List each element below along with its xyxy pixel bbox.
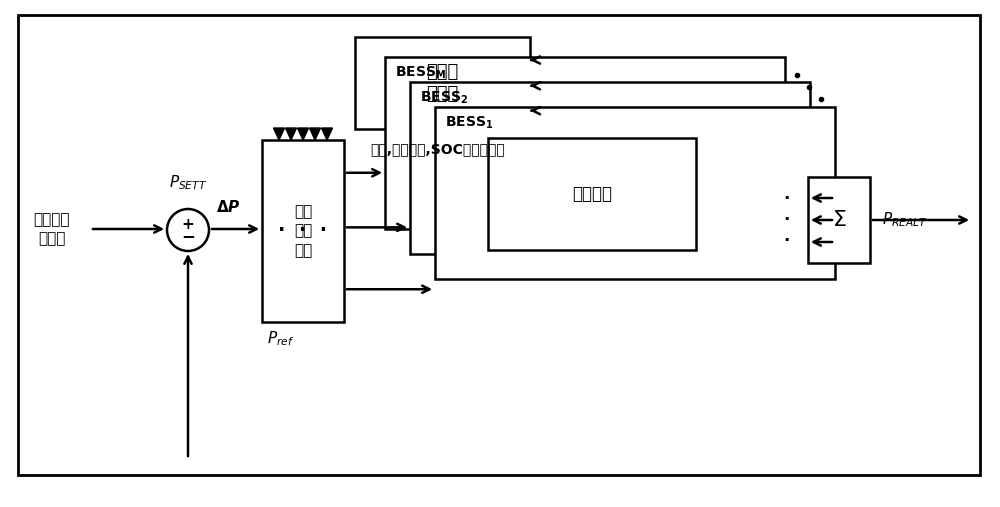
Text: $\mathbf{BESS_1}$: $\mathbf{BESS_1}$ [445, 115, 493, 131]
Bar [262, 140, 344, 322]
Polygon shape [310, 128, 321, 140]
Bar [410, 82, 810, 254]
Text: 电池机组: 电池机组 [572, 185, 612, 203]
Text: ·
·
·: · · · [783, 190, 789, 250]
Bar [488, 138, 696, 250]
Bar [808, 177, 870, 263]
Text: $\boldsymbol{P_{REALT}}$: $\boldsymbol{P_{REALT}}$ [882, 210, 928, 229]
Text: 故障,实时功率,SOC等状态信息: 故障,实时功率,SOC等状态信息 [371, 142, 505, 156]
Polygon shape [322, 128, 333, 140]
Bar [355, 37, 530, 129]
Polygon shape [286, 128, 297, 140]
Text: 功率
分配
模块: 功率 分配 模块 [294, 204, 312, 258]
Polygon shape [274, 128, 285, 140]
Text: $\mathbf{BESS_2}$: $\mathbf{BESS_2}$ [420, 90, 468, 106]
Text: $\boldsymbol{\Delta P}$: $\boldsymbol{\Delta P}$ [216, 199, 240, 215]
Text: $\Sigma$: $\Sigma$ [832, 210, 846, 230]
Text: $\mathbf{BESS_M}$: $\mathbf{BESS_M}$ [395, 65, 446, 82]
Text: +: + [182, 217, 194, 232]
Text: $\boldsymbol{P_{ref}}$: $\boldsymbol{P_{ref}}$ [267, 329, 294, 348]
Text: $\boldsymbol{P_{SETT}}$: $\boldsymbol{P_{SETT}}$ [169, 173, 207, 192]
Bar [385, 57, 785, 229]
Text: ·  ·  ·: · · · [278, 222, 328, 240]
Circle shape [167, 209, 209, 251]
Text: 机组分
类模块: 机组分 类模块 [426, 62, 459, 103]
Polygon shape [298, 128, 309, 140]
Text: −: − [181, 228, 195, 245]
Bar [435, 107, 835, 279]
Text: 有功功率
设定值: 有功功率 设定值 [34, 212, 70, 246]
